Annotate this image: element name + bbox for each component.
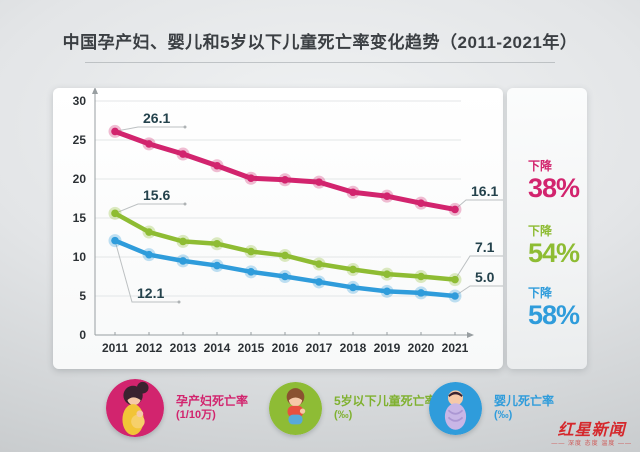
stat-label: 下降 [528, 286, 553, 300]
legend-text: 5岁以下儿童死亡率 (‰) [334, 394, 437, 423]
page-title: 中国孕产妇、婴儿和5岁以下儿童死亡率变化趋势（2011-2021年） [62, 33, 578, 52]
legend-label: 孕产妇死亡率 [176, 393, 249, 408]
legend-label: 婴儿死亡率 [494, 394, 555, 409]
stat-value: 54% [528, 238, 580, 268]
svg-text:20: 20 [73, 172, 87, 186]
svg-text:2012: 2012 [136, 341, 163, 355]
legend-item-infant: 婴儿死亡率 (‰) [429, 382, 554, 435]
legend-text: 婴儿死亡率 (‰) [494, 394, 554, 423]
mortality-line-chart: 0 5 10 15 20 25 30 2011 2012 2013 2014 2015 2016 2017… [73, 88, 503, 355]
svg-text:5.0: 5.0 [475, 269, 495, 285]
svg-text:2020: 2020 [408, 341, 435, 355]
svg-text:2011: 2011 [102, 341, 128, 355]
svg-text:12.1: 12.1 [137, 285, 164, 301]
title-divider [85, 62, 555, 63]
svg-text:2018: 2018 [340, 341, 367, 355]
svg-text:2013: 2013 [170, 341, 197, 355]
svg-text:30: 30 [73, 94, 87, 108]
legend-text: 孕产妇死亡率 (1/10万) [176, 394, 248, 423]
svg-text:2019: 2019 [374, 341, 401, 355]
legend-item-maternal: 孕产妇死亡率 (1/10万) [106, 379, 248, 437]
legend-item-under5: 5岁以下儿童死亡率 (‰) [269, 382, 437, 435]
stat-label: 下降 [528, 224, 553, 238]
stat-value: 58% [528, 300, 580, 330]
legend-unit: (1/10万) [176, 408, 216, 421]
logo-name: 红星新闻 [557, 422, 626, 439]
legend: 孕产妇死亡率 (1/10万) 5岁以下儿童死亡率 (‰) [0, 376, 640, 446]
stat-maternal-decline: 下降 38% [528, 159, 580, 203]
legend-unit: (‰) [334, 409, 353, 422]
svg-text:0: 0 [79, 328, 86, 342]
svg-text:2015: 2015 [238, 341, 265, 355]
svg-text:15: 15 [73, 211, 87, 225]
toddler-icon [269, 382, 322, 435]
svg-text:2014: 2014 [204, 341, 231, 355]
svg-text:5: 5 [79, 289, 86, 303]
svg-text:2021: 2021 [442, 341, 469, 355]
svg-text:10: 10 [73, 250, 87, 264]
svg-text:26.1: 26.1 [143, 110, 170, 126]
logo-tagline: —— 深度 态度 温度 —— [551, 441, 632, 447]
pregnant-woman-icon [106, 379, 164, 437]
stat-under5-decline: 下降 54% [528, 224, 580, 268]
svg-text:2017: 2017 [306, 341, 333, 355]
svg-text:25: 25 [73, 133, 87, 147]
chart-card: 0 5 10 15 20 25 30 2011 2012 2013 2014 2015 2016 2017… [53, 88, 503, 369]
svg-text:16.1: 16.1 [471, 183, 498, 199]
stat-label: 下降 [528, 159, 553, 173]
logo-redstar-news: 红星新闻 —— 深度 态度 温度 —— [551, 422, 632, 448]
svg-text:7.1: 7.1 [475, 239, 495, 255]
legend-unit: (‰) [494, 409, 513, 422]
stat-infant-decline: 下降 58% [528, 286, 580, 330]
stats-panel: 下降 38% 下降 54% 下降 58% [507, 88, 587, 369]
svg-text:2016: 2016 [272, 341, 299, 355]
legend-label: 5岁以下儿童死亡率 [334, 394, 437, 409]
stat-value: 38% [528, 173, 580, 203]
svg-text:15.6: 15.6 [143, 187, 170, 203]
baby-icon [429, 382, 482, 435]
